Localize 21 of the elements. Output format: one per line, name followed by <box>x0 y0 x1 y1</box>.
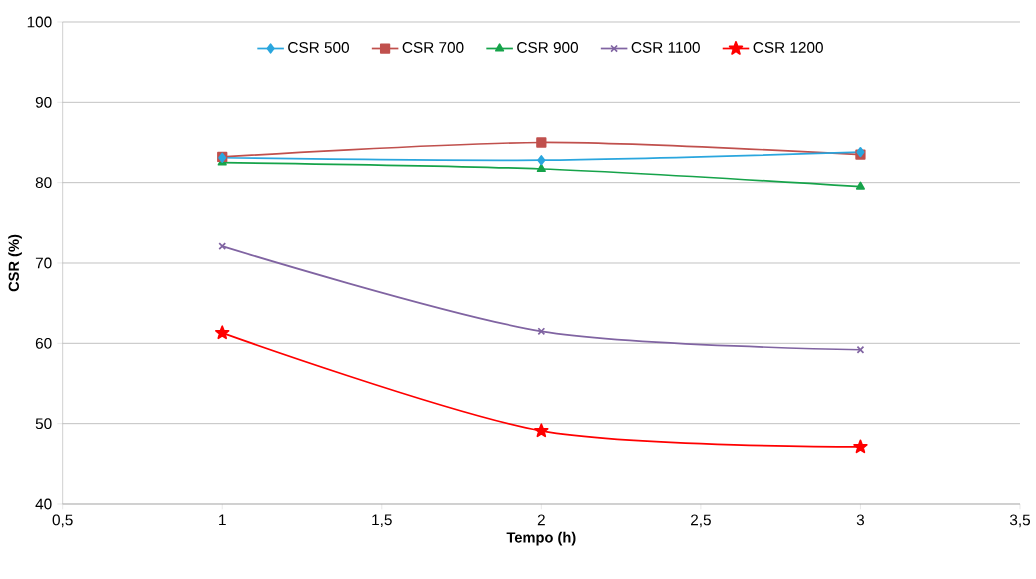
x-tick-label: 3,5 <box>1009 514 1031 528</box>
y-tick-label: 80 <box>35 177 52 189</box>
y-tick-label: 40 <box>35 498 52 510</box>
x-tick-label: 1,5 <box>372 514 392 528</box>
y-tick-label: 60 <box>35 338 52 349</box>
legend-label: CSR 1200 <box>753 42 823 54</box>
x-tick-label: 3 <box>856 514 865 526</box>
x-tick-label: 2,5 <box>691 514 711 528</box>
y-tick-label: 100 <box>27 16 52 28</box>
legend-label: CSR 1100 <box>631 42 700 54</box>
y-tick-label: 90 <box>35 97 52 108</box>
legend-label: CSR 500 <box>288 42 349 54</box>
x-axis-title: Tempo (h) <box>506 532 576 546</box>
y-tick-label: 70 <box>35 257 52 269</box>
y-tick-label: 50 <box>35 418 52 430</box>
x-tick-label: 1 <box>219 514 226 526</box>
x-tick-label: 0,5 <box>52 514 73 528</box>
y-axis-title: CSR (%) <box>8 234 22 292</box>
x-tick-label: 2 <box>537 514 545 526</box>
legend-label: CSR 900 <box>517 42 578 54</box>
legend-label: CSR 700 <box>402 42 464 54</box>
